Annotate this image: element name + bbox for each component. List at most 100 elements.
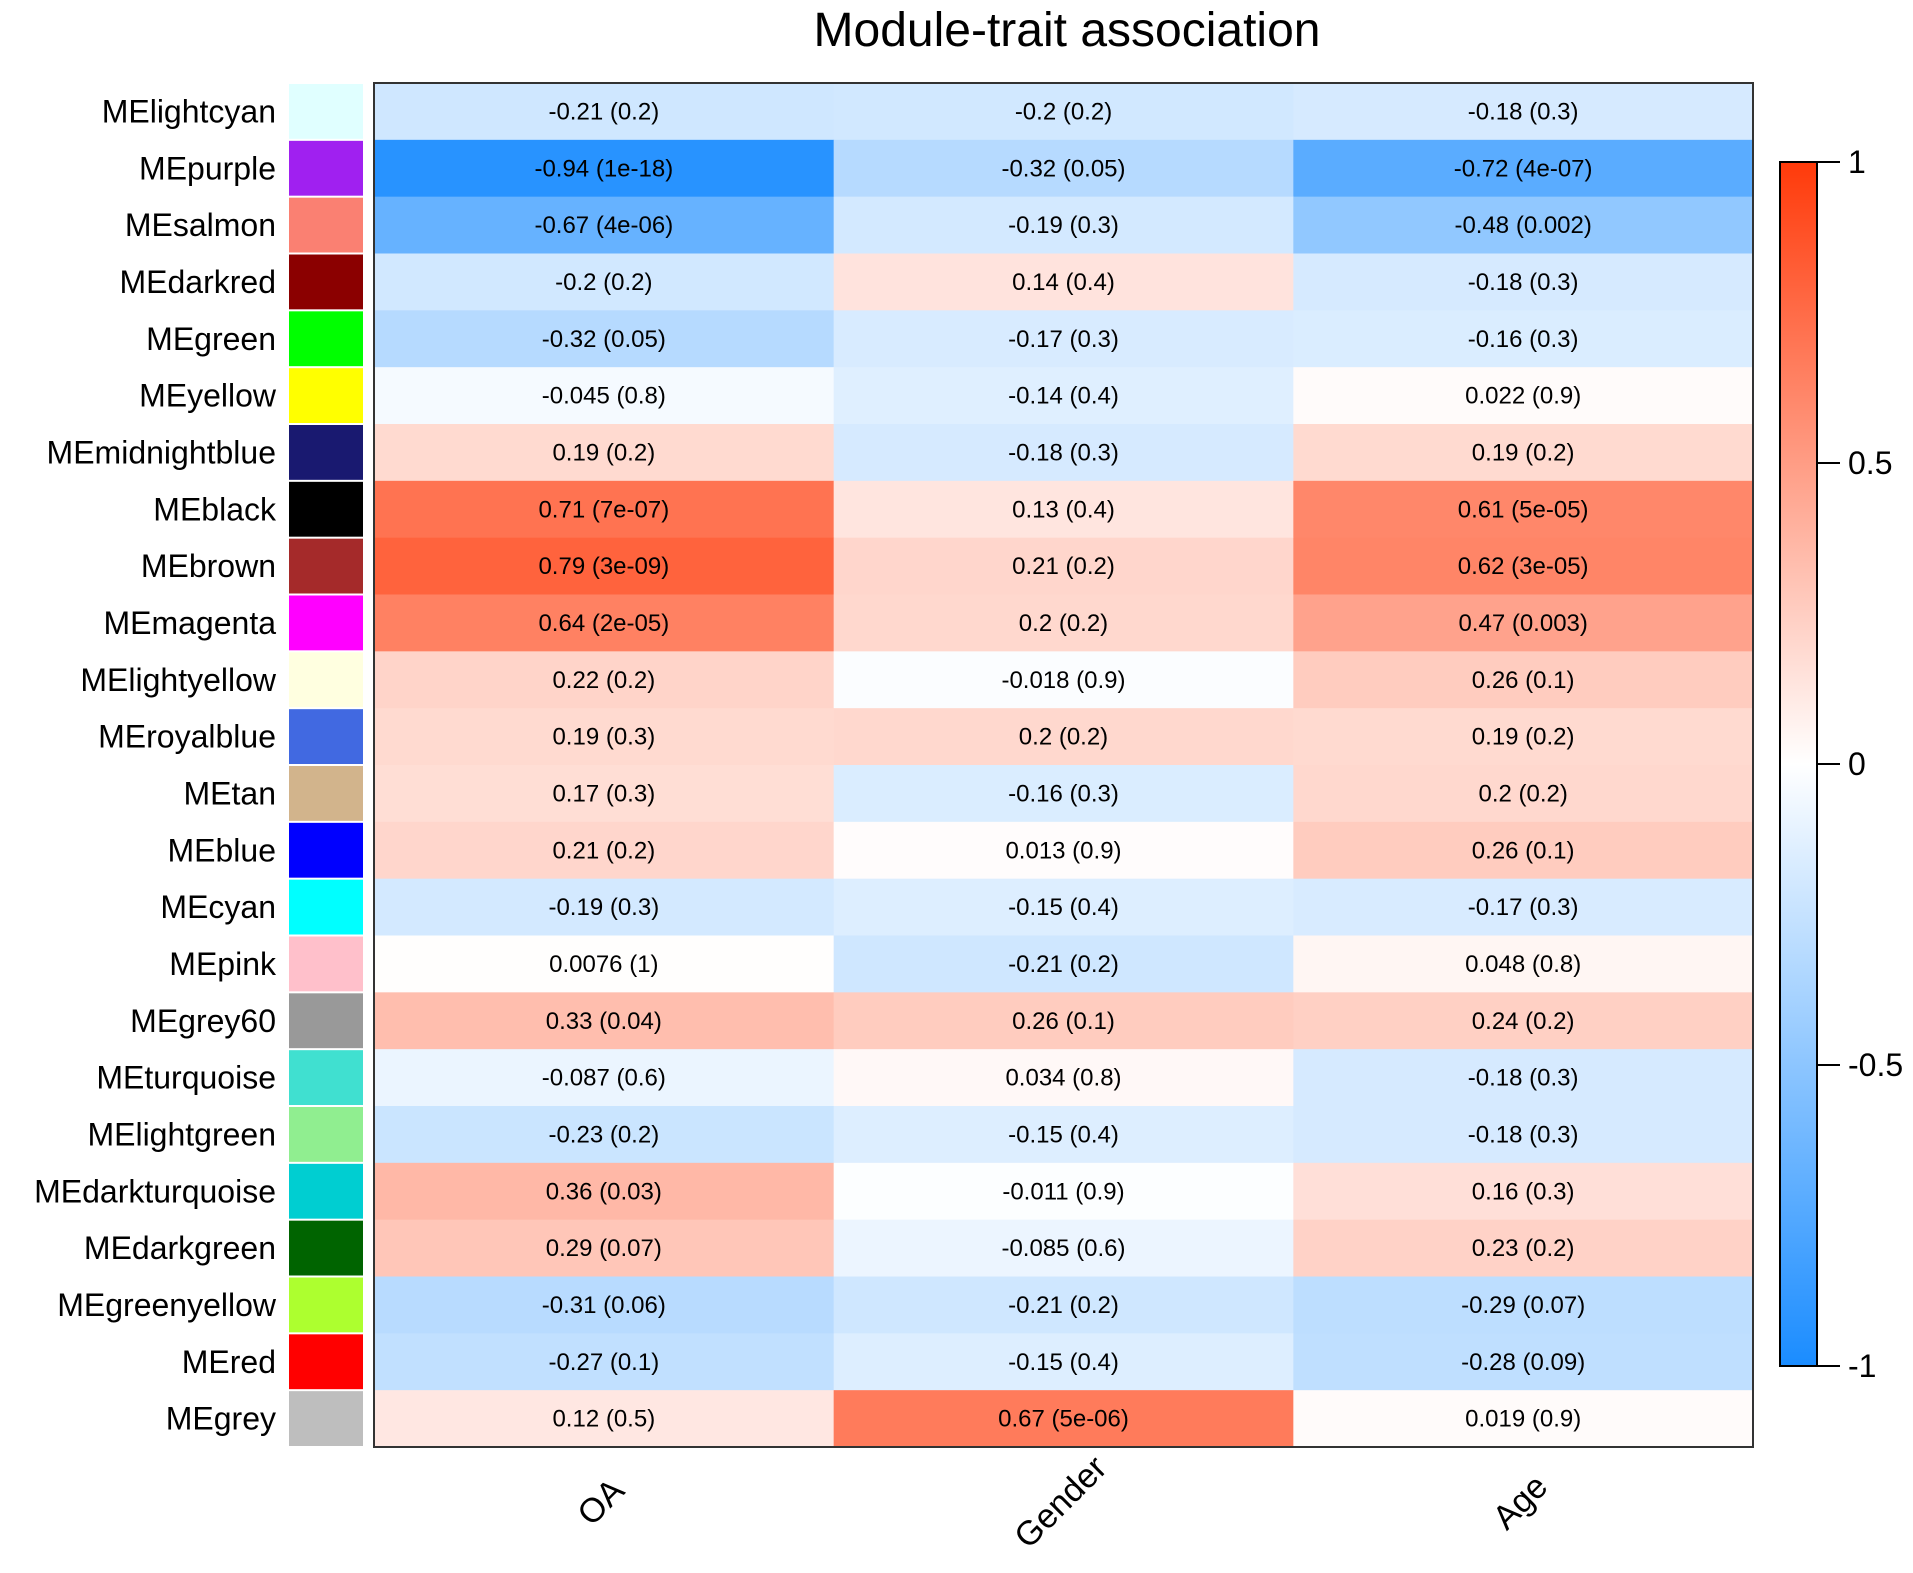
heatmap-cell — [374, 1049, 835, 1107]
heatmap-cell — [833, 1162, 1294, 1221]
cell-label: -0.28 (0.09) — [1461, 1349, 1585, 1376]
cell-label: -0.15 (0.4) — [1008, 1121, 1119, 1148]
heatmap-cell — [833, 594, 1294, 652]
cell-label: 0.034 (0.8) — [1005, 1065, 1121, 1092]
row-label: MEgrey60 — [130, 1003, 276, 1039]
heatmap-cell — [374, 765, 835, 823]
heatmap-cell — [833, 1106, 1294, 1164]
heatmap-cell — [374, 139, 835, 198]
cell-label: -0.15 (0.4) — [1008, 894, 1119, 921]
cell-label: -0.15 (0.4) — [1008, 1349, 1119, 1376]
heatmap-cell — [1293, 594, 1754, 652]
row-label: MEblack — [153, 491, 277, 527]
heatmap-cell — [833, 1390, 1294, 1448]
cell-label: 0.26 (0.1) — [1472, 837, 1575, 864]
heatmap-cell — [1293, 424, 1754, 482]
heatmap-cell — [833, 878, 1294, 936]
cell-label: 0.23 (0.2) — [1472, 1235, 1575, 1262]
heatmap-cell — [833, 1219, 1294, 1277]
heatmap-cell — [833, 424, 1294, 482]
module-color-swatch — [289, 879, 363, 935]
cell-label: 0.21 (0.2) — [1012, 553, 1115, 580]
module-color-swatch — [289, 1163, 363, 1219]
module-color-swatch — [289, 1334, 363, 1390]
row-label: MEyellow — [139, 378, 277, 414]
heatmap-cell — [374, 935, 835, 993]
cell-label: -0.19 (0.3) — [1008, 212, 1119, 239]
cell-label: -0.2 (0.2) — [555, 269, 652, 296]
cell-label: 0.21 (0.2) — [552, 837, 655, 864]
heatmap-cell — [833, 537, 1294, 595]
heatmap-cell — [374, 424, 835, 482]
heatmap-cell — [833, 935, 1294, 993]
row-label: MEroyalblue — [98, 719, 276, 755]
heatmap-cell — [1293, 367, 1754, 425]
heatmap-cell — [1293, 1162, 1754, 1221]
cell-label: -0.018 (0.9) — [1001, 667, 1125, 694]
cell-label: -0.17 (0.3) — [1008, 326, 1119, 353]
cell-label: 0.62 (3e-05) — [1458, 553, 1589, 580]
cell-label: -0.32 (0.05) — [1001, 155, 1125, 182]
cell-label: -0.31 (0.06) — [542, 1292, 666, 1319]
cell-label: 0.22 (0.2) — [552, 667, 655, 694]
heatmap-cell — [1293, 1106, 1754, 1164]
heatmap-cell — [374, 367, 835, 425]
cell-label: -0.18 (0.3) — [1468, 98, 1579, 125]
cell-label: -0.2 (0.2) — [1015, 98, 1112, 125]
cell-label: 0.048 (0.8) — [1465, 951, 1581, 978]
chart-title: Module-trait association — [814, 4, 1321, 57]
heatmap-cell — [1293, 480, 1754, 539]
module-color-swatch — [289, 936, 363, 992]
cell-label: 0.64 (2e-05) — [538, 610, 669, 637]
heatmap-cell — [833, 139, 1294, 198]
cell-label: 0.2 (0.2) — [1019, 610, 1108, 637]
module-color-swatch — [289, 140, 363, 196]
heatmap-cell — [374, 196, 835, 254]
module-color-swatch — [289, 1220, 363, 1276]
row-label: MEgreenyellow — [57, 1287, 277, 1323]
heatmap-cell — [374, 310, 835, 368]
heatmap-cell — [374, 878, 835, 936]
cell-label: -0.17 (0.3) — [1468, 894, 1579, 921]
heatmap-cell — [833, 83, 1294, 141]
cell-label: 0.0076 (1) — [549, 951, 658, 978]
cell-label: 0.2 (0.2) — [1019, 724, 1108, 751]
row-label: MEmagenta — [103, 605, 276, 641]
row-label: MEsalmon — [125, 207, 276, 243]
cell-label: 0.19 (0.2) — [1472, 724, 1575, 751]
row-label: MElightcyan — [102, 93, 276, 129]
module-color-swatch — [289, 993, 363, 1049]
heatmap-cell — [833, 992, 1294, 1050]
module-color-swatch — [289, 822, 363, 878]
heatmap-cell — [1293, 83, 1754, 141]
cell-label: 0.19 (0.2) — [552, 439, 655, 466]
colorbar-tick-label: 1 — [1848, 144, 1866, 180]
row-label: MEdarkturquoise — [34, 1173, 276, 1209]
cell-label: -0.72 (4e-07) — [1454, 155, 1593, 182]
heatmap-cell — [833, 708, 1294, 766]
cell-label: 0.61 (5e-05) — [1458, 496, 1589, 523]
module-color-swatch — [289, 652, 363, 708]
cell-label: -0.18 (0.3) — [1008, 439, 1119, 466]
cell-label: 0.14 (0.4) — [1012, 269, 1115, 296]
heatmap-cell — [1293, 537, 1754, 595]
module-color-swatch — [289, 766, 363, 821]
module-color-swatch — [289, 1107, 363, 1162]
row-label: MElightgreen — [87, 1116, 276, 1152]
heatmap-cell — [374, 83, 835, 141]
column-label: Age — [1486, 1467, 1556, 1537]
heatmap-cell — [1293, 310, 1754, 368]
heatmap-cell — [833, 480, 1294, 539]
cell-label: -0.94 (1e-18) — [534, 155, 673, 182]
heatmap-cell — [1293, 935, 1754, 993]
heatmap-cell — [833, 1049, 1294, 1107]
row-label: MEdarkred — [120, 264, 277, 300]
heatmap-cell — [1293, 1333, 1754, 1391]
cell-label: -0.16 (0.3) — [1008, 780, 1119, 807]
row-label: MEcyan — [160, 889, 276, 925]
cell-label: 0.17 (0.3) — [552, 780, 655, 807]
heatmap-cell — [374, 1162, 835, 1221]
module-color-swatch — [289, 1277, 363, 1333]
row-label: MEbrown — [141, 548, 276, 584]
heatmap-cell — [1293, 1390, 1754, 1448]
